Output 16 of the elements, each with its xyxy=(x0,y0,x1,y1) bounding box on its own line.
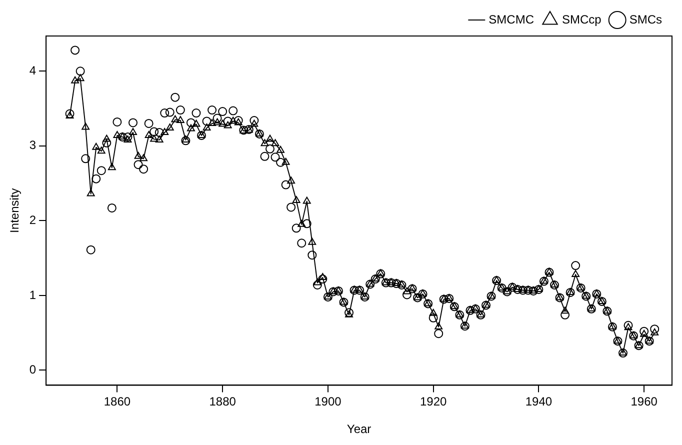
y-tick-label: 3 xyxy=(29,138,36,152)
x-tick-label: 1880 xyxy=(209,394,236,409)
legend-label: SMCcp xyxy=(562,12,602,26)
y-tick-label: 1 xyxy=(29,288,36,302)
x-tick-label: 1940 xyxy=(525,394,552,409)
x-axis-title: Year xyxy=(346,422,372,436)
y-axis-title: Intensity xyxy=(8,188,22,233)
legend-label: SMCs xyxy=(629,12,662,26)
x-tick-label: 1860 xyxy=(104,394,131,409)
y-tick-label: 2 xyxy=(29,213,36,228)
y-tick-label: 4 xyxy=(29,63,36,78)
x-tick-label: 1960 xyxy=(630,394,658,409)
y-tick-label: 0 xyxy=(29,362,36,377)
x-tick-label: 1900 xyxy=(314,394,342,409)
legend-label: SMCMC xyxy=(488,12,534,26)
x-tick-label: 1920 xyxy=(420,394,447,409)
